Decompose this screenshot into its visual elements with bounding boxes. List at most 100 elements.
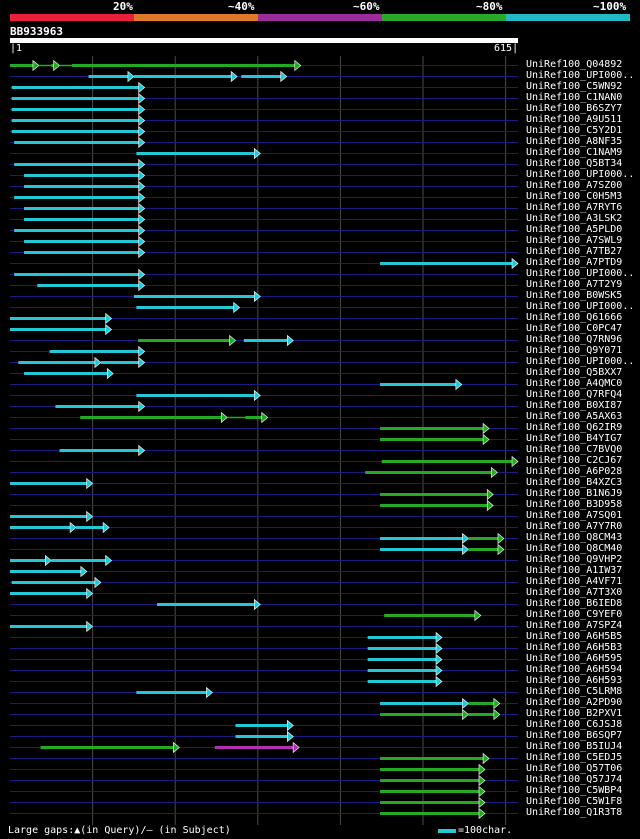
- alignment-segment[interactable]: [380, 812, 480, 815]
- alignment-segment[interactable]: [71, 64, 296, 67]
- hit-label[interactable]: UniRef100_A7RYT6: [526, 202, 623, 213]
- hit-label[interactable]: UniRef100_Q1R3T8: [526, 807, 623, 818]
- alignment-segment[interactable]: [380, 713, 464, 716]
- alignment-segment[interactable]: [367, 647, 438, 650]
- hit-label[interactable]: UniRef100_A1IW37: [526, 565, 623, 576]
- hit-label[interactable]: UniRef100_C7BVQ0: [526, 444, 623, 455]
- hit-label[interactable]: UniRef100_UPI000..: [526, 356, 635, 367]
- alignment-segment[interactable]: [10, 570, 82, 573]
- alignment-segment[interactable]: [80, 416, 223, 419]
- hit-label[interactable]: UniRef100_C6JSJ8: [526, 719, 623, 730]
- alignment-segment[interactable]: [59, 449, 140, 452]
- hit-label[interactable]: UniRef100_B6IED8: [526, 598, 623, 609]
- alignment-segment[interactable]: [18, 361, 96, 364]
- alignment-segment[interactable]: [157, 603, 256, 606]
- hit-label[interactable]: UniRef100_Q61666: [526, 312, 623, 323]
- hit-label[interactable]: UniRef100_A6H5B5: [526, 631, 623, 642]
- hit-label[interactable]: UniRef100_B0WSK5: [526, 290, 623, 301]
- hit-label[interactable]: UniRef100_B0XI87: [526, 400, 623, 411]
- hit-label[interactable]: UniRef100_B4XZC3: [526, 477, 623, 488]
- alignment-segment[interactable]: [11, 581, 96, 584]
- alignment-segment[interactable]: [380, 768, 480, 771]
- alignment-segment[interactable]: [14, 273, 140, 276]
- alignment-segment[interactable]: [100, 361, 140, 364]
- alignment-segment[interactable]: [241, 75, 282, 78]
- hit-label[interactable]: UniRef100_B6SZY7: [526, 103, 623, 114]
- alignment-segment[interactable]: [365, 471, 493, 474]
- alignment-segment[interactable]: [11, 119, 140, 122]
- alignment-segment[interactable]: [24, 218, 140, 221]
- hit-label[interactable]: UniRef100_Q9VHP2: [526, 554, 623, 565]
- alignment-segment[interactable]: [367, 669, 438, 672]
- hit-label[interactable]: UniRef100_Q9Y071: [526, 345, 623, 356]
- alignment-segment[interactable]: [380, 427, 485, 430]
- hit-label[interactable]: UniRef100_C0H5M3: [526, 191, 623, 202]
- hit-label[interactable]: UniRef100_A7T2Y9: [526, 279, 623, 290]
- hit-label[interactable]: UniRef100_A6P028: [526, 466, 623, 477]
- alignment-segment[interactable]: [380, 383, 457, 386]
- alignment-segment[interactable]: [468, 537, 499, 540]
- alignment-segment[interactable]: [138, 339, 231, 342]
- alignment-segment[interactable]: [243, 339, 289, 342]
- hit-label[interactable]: UniRef100_A9U511: [526, 114, 623, 125]
- alignment-segment[interactable]: [76, 526, 105, 529]
- hit-label[interactable]: UniRef100_B6SQP7: [526, 730, 623, 741]
- alignment-segment[interactable]: [11, 130, 140, 133]
- hit-label[interactable]: UniRef100_C5Y2D1: [526, 125, 623, 136]
- hit-label[interactable]: UniRef100_A7SPZ4: [526, 620, 623, 631]
- alignment-segment[interactable]: [384, 614, 476, 617]
- alignment-segment[interactable]: [49, 350, 140, 353]
- alignment-segment[interactable]: [367, 636, 438, 639]
- alignment-segment[interactable]: [10, 64, 34, 67]
- alignment-segment[interactable]: [24, 174, 140, 177]
- hit-label[interactable]: UniRef100_Q5BXX7: [526, 367, 623, 378]
- alignment-segment[interactable]: [235, 735, 289, 738]
- alignment-segment[interactable]: [245, 416, 263, 419]
- alignment-segment[interactable]: [11, 86, 140, 89]
- hit-label[interactable]: UniRef100_Q5BT34: [526, 158, 623, 169]
- hit-label[interactable]: UniRef100_A8NF35: [526, 136, 623, 147]
- hit-label[interactable]: UniRef100_C5WN92: [526, 81, 623, 92]
- alignment-segment[interactable]: [14, 141, 140, 144]
- alignment-segment[interactable]: [133, 75, 233, 78]
- hit-label[interactable]: UniRef100_C1NAM9: [526, 147, 623, 158]
- hit-label[interactable]: UniRef100_C9YEF0: [526, 609, 623, 620]
- alignment-segment[interactable]: [380, 801, 480, 804]
- hit-label[interactable]: UniRef100_Q8CM40: [526, 543, 623, 554]
- alignment-segment[interactable]: [10, 592, 88, 595]
- alignment-segment[interactable]: [235, 724, 289, 727]
- hit-label[interactable]: UniRef100_C2CJ67: [526, 455, 623, 466]
- alignment-segment[interactable]: [10, 515, 88, 518]
- alignment-segment[interactable]: [51, 64, 55, 67]
- hit-label[interactable]: UniRef100_A7SZ00: [526, 180, 623, 191]
- hit-label[interactable]: UniRef100_C5LRM8: [526, 686, 623, 697]
- alignment-segment[interactable]: [380, 548, 464, 551]
- alignment-segment[interactable]: [88, 75, 129, 78]
- hit-label[interactable]: UniRef100_A3LSK2: [526, 213, 623, 224]
- alignment-segment[interactable]: [227, 416, 246, 419]
- hit-label[interactable]: UniRef100_Q7RFQ4: [526, 389, 623, 400]
- hit-label[interactable]: UniRef100_B5IUJ4: [526, 741, 623, 752]
- alignment-segment[interactable]: [381, 460, 513, 463]
- alignment-segment[interactable]: [380, 779, 480, 782]
- hit-label[interactable]: UniRef100_UPI000..: [526, 268, 635, 279]
- alignment-segment[interactable]: [59, 64, 72, 67]
- alignment-segment[interactable]: [24, 251, 140, 254]
- alignment-segment[interactable]: [24, 372, 109, 375]
- hit-label[interactable]: UniRef100_A5AX63: [526, 411, 623, 422]
- hit-label[interactable]: UniRef100_Q57T06: [526, 763, 623, 774]
- hit-label[interactable]: UniRef100_A7TB27: [526, 246, 623, 257]
- alignment-segment[interactable]: [11, 97, 140, 100]
- alignment-segment[interactable]: [468, 702, 495, 705]
- alignment-segment[interactable]: [136, 691, 208, 694]
- alignment-segment[interactable]: [11, 108, 140, 111]
- hit-label[interactable]: UniRef100_UPI000..: [526, 301, 635, 312]
- alignment-segment[interactable]: [380, 438, 485, 441]
- alignment-segment[interactable]: [367, 680, 438, 683]
- hit-label[interactable]: UniRef100_UPI000..: [526, 169, 635, 180]
- alignment-segment[interactable]: [14, 229, 140, 232]
- alignment-segment[interactable]: [37, 284, 140, 287]
- hit-label[interactable]: UniRef100_C1NAN0: [526, 92, 623, 103]
- alignment-segment[interactable]: [133, 295, 256, 298]
- alignment-segment[interactable]: [10, 482, 88, 485]
